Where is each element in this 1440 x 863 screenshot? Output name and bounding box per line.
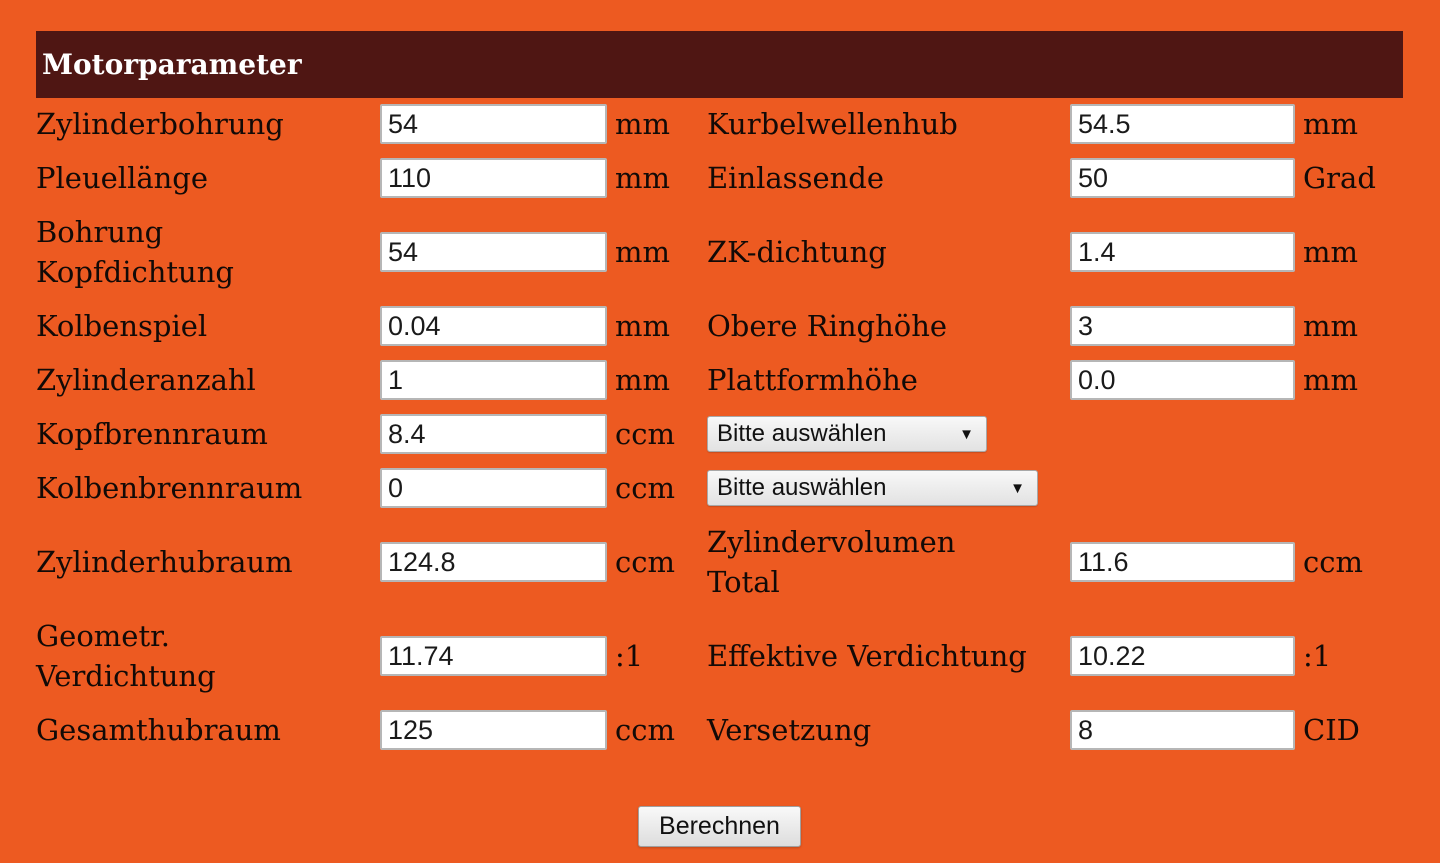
form-row: Kolbenbrennraum ccm Bitte auswählen ▼ bbox=[36, 468, 1403, 509]
unit-label: mm bbox=[615, 161, 670, 196]
form-row: Kopfbrennraum ccm Bitte auswählen ▼ bbox=[36, 414, 1403, 455]
geometr-verdichtung-input[interactable] bbox=[380, 636, 607, 677]
kopfbrennraum-select[interactable]: Bitte auswählen ▼ bbox=[707, 416, 987, 453]
versetzung-label: Versetzung bbox=[707, 713, 872, 748]
unit-label: CID bbox=[1303, 713, 1360, 748]
unit-label: :1 bbox=[1303, 639, 1332, 674]
effektive-verdichtung-input[interactable] bbox=[1070, 636, 1295, 677]
form-row: Geometr. Verdichtung :1 Effektive Verdic… bbox=[36, 616, 1403, 696]
einlassende-label: Einlassende bbox=[707, 161, 885, 196]
unit-label: mm bbox=[615, 107, 670, 141]
pleuellaenge-label: Pleuellänge bbox=[36, 161, 209, 196]
zylindervolumen-total-label: Zylindervolumen Total bbox=[707, 525, 956, 600]
form-row: Bohrung Kopfdichtung mm ZK-dichtung mm bbox=[36, 212, 1403, 292]
unit-label: mm bbox=[1303, 235, 1358, 270]
kolbenbrennraum-select[interactable]: Bitte auswählen ▼ bbox=[707, 470, 1038, 507]
page-header: Motorparameter bbox=[36, 31, 1403, 98]
kolbenspiel-label: Kolbenspiel bbox=[36, 309, 208, 344]
unit-label: mm bbox=[615, 363, 670, 398]
versetzung-input[interactable] bbox=[1070, 710, 1295, 751]
unit-label: mm bbox=[1303, 309, 1358, 344]
zylinderbohrung-input[interactable] bbox=[380, 104, 607, 144]
gesamthubraum-input[interactable] bbox=[380, 710, 607, 751]
effektive-verdichtung-label: Effektive Verdichtung bbox=[707, 639, 1027, 674]
berechnen-button[interactable]: Berechnen bbox=[638, 806, 801, 848]
geometr-verdichtung-label: Geometr. Verdichtung bbox=[36, 619, 216, 694]
chevron-down-icon: ▼ bbox=[959, 425, 974, 443]
zylinderhubraum-input[interactable] bbox=[380, 542, 607, 583]
unit-label: :1 bbox=[615, 639, 644, 674]
form-row: Zylinderhubraum ccm Zylindervolumen Tota… bbox=[36, 522, 1403, 602]
select-value: Bitte auswählen bbox=[717, 420, 887, 448]
bohrung-kopfdichtung-label: Bohrung Kopfdichtung bbox=[36, 215, 234, 290]
zk-dichtung-label: ZK-dichtung bbox=[707, 235, 887, 270]
page-title: Motorparameter bbox=[42, 48, 302, 81]
obere-ringhoehe-label: Obere Ringhöhe bbox=[707, 309, 948, 344]
plattformhoehe-input[interactable] bbox=[1070, 360, 1295, 401]
form-row: Zylinderanzahl mm Plattformhöhe mm bbox=[36, 360, 1403, 401]
zylindervolumen-total-input[interactable] bbox=[1070, 542, 1295, 583]
chevron-down-icon: ▼ bbox=[1010, 479, 1025, 497]
unit-label: ccm bbox=[615, 471, 675, 506]
unit-label: mm bbox=[1303, 363, 1358, 398]
gesamthubraum-label: Gesamthubraum bbox=[36, 713, 281, 748]
select-value: Bitte auswählen bbox=[717, 474, 887, 502]
zylinderhubraum-label: Zylinderhubraum bbox=[36, 545, 293, 580]
kolbenbrennraum-label: Kolbenbrennraum bbox=[36, 471, 303, 506]
unit-label: Grad bbox=[1303, 161, 1376, 196]
button-row: Berechnen bbox=[36, 806, 1403, 848]
einlassende-input[interactable] bbox=[1070, 158, 1295, 199]
zk-dichtung-input[interactable] bbox=[1070, 232, 1295, 273]
kolbenspiel-input[interactable] bbox=[380, 306, 607, 347]
unit-label: ccm bbox=[615, 417, 675, 452]
pleuellaenge-input[interactable] bbox=[380, 158, 607, 199]
unit-label: ccm bbox=[615, 545, 675, 580]
unit-label: ccm bbox=[1303, 545, 1363, 580]
unit-label: mm bbox=[615, 235, 670, 270]
kurbelwellenhub-input[interactable] bbox=[1070, 104, 1295, 144]
obere-ringhoehe-input[interactable] bbox=[1070, 306, 1295, 347]
zylinderanzahl-label: Zylinderanzahl bbox=[36, 363, 256, 398]
kurbelwellenhub-label: Kurbelwellenhub bbox=[707, 107, 958, 141]
form-row: Pleuellänge mm Einlassende Grad bbox=[36, 158, 1403, 199]
bohrung-kopfdichtung-input[interactable] bbox=[380, 232, 607, 273]
form-row: Kolbenspiel mm Obere Ringhöhe mm bbox=[36, 306, 1403, 347]
unit-label: mm bbox=[1303, 107, 1358, 141]
unit-label: ccm bbox=[615, 713, 675, 748]
kopfbrennraum-label: Kopfbrennraum bbox=[36, 417, 268, 452]
kolbenbrennraum-input[interactable] bbox=[380, 468, 607, 509]
zylinderanzahl-input[interactable] bbox=[380, 360, 607, 401]
zylinderbohrung-label: Zylinderbohrung bbox=[36, 107, 284, 141]
form-row: Gesamthubraum ccm Versetzung CID bbox=[36, 710, 1403, 751]
plattformhoehe-label: Plattformhöhe bbox=[707, 363, 918, 398]
form-row: Zylinderbohrung mm Kurbelwellenhub mm bbox=[36, 104, 1403, 144]
motorparameter-form: Zylinderbohrung mm Kurbelwellenhub mm Pl… bbox=[36, 104, 1403, 751]
kopfbrennraum-input[interactable] bbox=[380, 414, 607, 455]
unit-label: mm bbox=[615, 309, 670, 344]
